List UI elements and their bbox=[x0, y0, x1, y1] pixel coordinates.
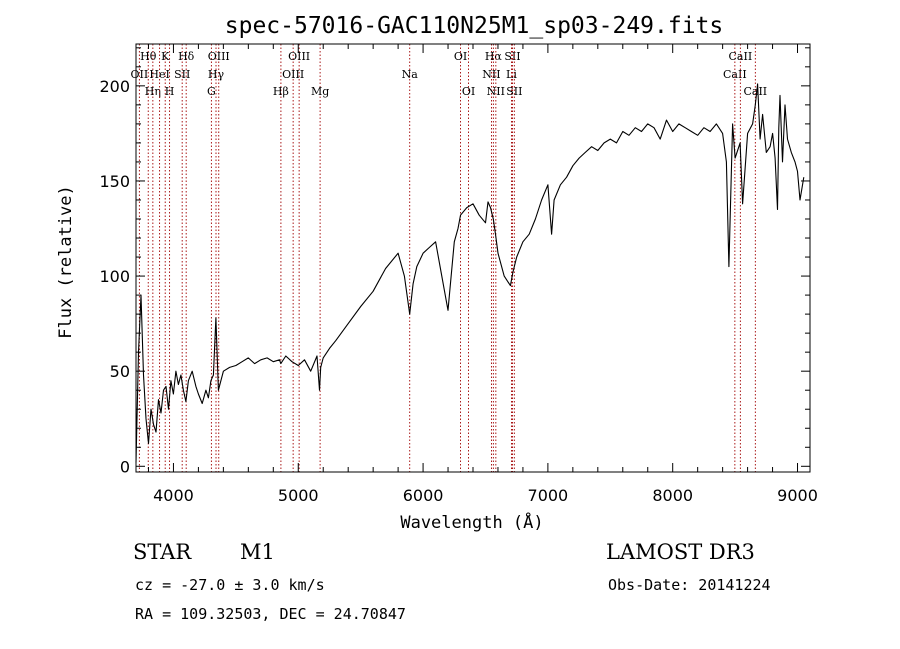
spectral-line-label-25: CaII bbox=[729, 50, 753, 63]
spectral-line-label-6: SII bbox=[174, 68, 190, 81]
plot-frame bbox=[135, 43, 811, 473]
spectral-line-label-3: HeI bbox=[149, 68, 169, 81]
spectral-line-label-5: H bbox=[165, 85, 175, 98]
plot-area: OII Hθ Hη HeI K H SII Hδ G Hγ OIII Hβ OIII OIII Mg Na OI… bbox=[99, 43, 818, 505]
y-tick-label-200: 200 bbox=[99, 77, 130, 96]
object-class: STAR bbox=[133, 540, 192, 564]
y-tick-label-50: 50 bbox=[110, 362, 130, 381]
spectral-line-label-20: NII bbox=[487, 85, 505, 98]
spectral-line-label-13: OIII bbox=[288, 50, 310, 63]
redshift-velocity: cz = -27.0 ± 3.0 km/s bbox=[135, 576, 325, 594]
spectral-line-label-17: OI bbox=[462, 85, 475, 98]
spectral-line-label-15: Na bbox=[402, 68, 419, 81]
x-tick-label-8000: 8000 bbox=[652, 486, 693, 505]
spectral-line-label-16: OI bbox=[454, 50, 467, 63]
survey-name: LAMOST DR3 bbox=[606, 540, 755, 564]
spectral-line-label-0: OII bbox=[131, 68, 149, 81]
chart-title: spec-57016-GAC110N25M1_sp03-249.fits bbox=[225, 13, 724, 39]
observation-date: Obs-Date: 20141224 bbox=[608, 576, 771, 594]
spectral-line-label-1: Hθ bbox=[140, 50, 157, 63]
y-tick-label-150: 150 bbox=[99, 172, 130, 191]
flux-series-line-0 bbox=[135, 83, 805, 463]
spectral-line-label-26: CaII bbox=[743, 85, 767, 98]
spectral-line-label-18: NII bbox=[482, 68, 500, 81]
spectral-line-label-10: OIII bbox=[208, 50, 230, 63]
y-axis-label: Flux (relative) bbox=[56, 185, 76, 339]
spectral-line-label-2: Hη bbox=[145, 85, 161, 98]
object-subclass: M1 bbox=[240, 540, 275, 564]
x-tick-label-7000: 7000 bbox=[528, 486, 569, 505]
spectral-line-label-9: Hγ bbox=[208, 68, 225, 81]
spectral-line-label-21: Li bbox=[506, 68, 517, 81]
spectral-line-label-8: G bbox=[207, 85, 216, 98]
x-axis-label: Wavelength (Å) bbox=[400, 511, 543, 533]
spectral-line-label-11: Hβ bbox=[273, 85, 289, 98]
y-tick-label-0: 0 bbox=[120, 457, 130, 476]
spectral-line-label-24: CaII bbox=[723, 68, 747, 81]
spectral-line-label-22: SII bbox=[504, 50, 520, 63]
spectral-line-label-4: K bbox=[161, 50, 170, 63]
spectral-line-label-14: Mg bbox=[311, 85, 329, 98]
x-tick-label-6000: 6000 bbox=[403, 486, 444, 505]
spectral-line-label-12: OIII bbox=[282, 68, 304, 81]
spectral-line-label-23: SII bbox=[506, 85, 522, 98]
coordinates: RA = 109.32503, DEC = 24.70847 bbox=[135, 605, 406, 623]
spectral-line-label-19: Hα bbox=[485, 50, 503, 63]
x-tick-label-9000: 9000 bbox=[777, 486, 818, 505]
x-tick-label-5000: 5000 bbox=[278, 486, 319, 505]
x-tick-label-4000: 4000 bbox=[153, 486, 194, 505]
y-tick-label-100: 100 bbox=[99, 267, 130, 286]
spectral-line-label-7: Hδ bbox=[178, 50, 195, 63]
